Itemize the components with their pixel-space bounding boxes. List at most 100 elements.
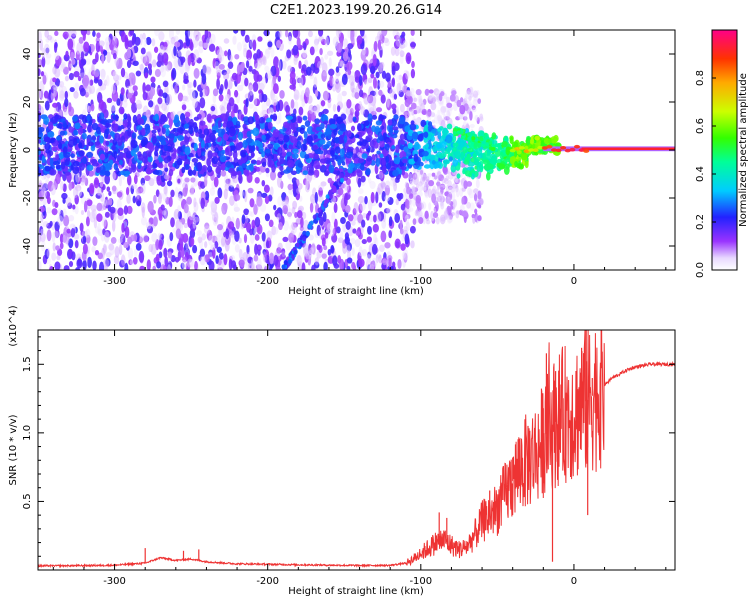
heatmap-cell [206, 113, 212, 123]
heatmap-cell [163, 247, 168, 258]
heatmap-cell [221, 100, 227, 107]
heatmap-cell [150, 76, 156, 83]
heatmap-cell [379, 244, 385, 252]
heatmap-cell [155, 238, 160, 251]
heatmap-cell [337, 237, 344, 244]
heatmap-cell [273, 56, 279, 68]
heatmap-cell [273, 83, 279, 95]
heatmap-cell [124, 170, 131, 176]
heatmap-cell [438, 92, 443, 102]
heatmap-cell [328, 68, 335, 76]
heatmap-cell [424, 210, 429, 219]
heatmap-cell [257, 142, 264, 149]
heatmap-cell [184, 111, 191, 118]
heatmap-cell [100, 120, 108, 125]
heatmap-cell [361, 153, 368, 159]
heatmap-cell [244, 34, 250, 43]
heatmap-cell [59, 130, 66, 136]
heatmap-cell [321, 38, 327, 46]
heatmap-cell [215, 167, 222, 175]
heatmap-cell [59, 84, 63, 95]
heatmap-cell [349, 107, 354, 116]
heatmap-cell [379, 62, 384, 73]
heatmap-cell [42, 194, 47, 207]
heatmap-cell [184, 95, 190, 103]
heatmap-cell [103, 245, 107, 254]
heatmap-cell [39, 199, 44, 206]
heatmap-cell [417, 133, 424, 142]
heatmap-cell [41, 84, 45, 92]
heatmap-cell [263, 264, 268, 270]
heatmap-cell [411, 131, 419, 140]
heatmap-cell [95, 167, 101, 174]
heatmap-cell [334, 146, 341, 154]
heatmap-cell [402, 192, 407, 202]
heatmap-cell [340, 113, 347, 121]
heatmap-cell [88, 85, 96, 95]
heatmap-cell [132, 114, 138, 124]
heatmap-cell [287, 35, 293, 45]
heatmap-cell [332, 83, 337, 92]
heatmap-cell [446, 123, 453, 130]
heatmap-cell [120, 31, 127, 43]
heatmap-cell [316, 61, 323, 69]
heatmap-cell [428, 89, 434, 94]
heatmap-cell [91, 208, 97, 220]
heatmap-cell [464, 170, 471, 177]
heatmap-cell [403, 225, 408, 232]
heatmap-cell [254, 243, 258, 256]
heatmap-cell [68, 214, 75, 222]
heatmap-cell [203, 128, 210, 136]
heatmap-cell [38, 68, 41, 77]
heatmap-cell [440, 140, 447, 148]
heatmap-cell [174, 186, 179, 198]
heatmap-cell [348, 113, 354, 123]
heatmap-cell [49, 157, 54, 167]
heatmap-cell [244, 215, 249, 224]
heatmap-cell [254, 216, 261, 228]
y-tick-label: 0 [22, 147, 33, 153]
heatmap-cell [278, 112, 282, 124]
heatmap-cell [120, 67, 126, 78]
heatmap-cell [68, 181, 73, 191]
heatmap-cell [152, 125, 160, 131]
heatmap-cell [153, 175, 157, 181]
heatmap-cell [288, 144, 293, 150]
heatmap-cell [79, 191, 84, 199]
heatmap-cell [86, 210, 91, 218]
heatmap-cell [313, 134, 318, 139]
heatmap-cell [38, 114, 41, 122]
heatmap-cell [52, 66, 57, 75]
heatmap-cell [145, 150, 153, 155]
heatmap-cell [456, 173, 461, 179]
heatmap-cell [201, 72, 207, 85]
heatmap-cell [436, 183, 442, 190]
heatmap-cell [87, 256, 92, 269]
heatmap-cell [228, 127, 236, 137]
heatmap-cell [371, 243, 378, 255]
heatmap-cell [218, 63, 225, 70]
heatmap-cell [351, 247, 355, 256]
heatmap-cell [345, 152, 353, 159]
heatmap-cell [310, 243, 316, 255]
heatmap-cell [71, 33, 77, 39]
heatmap-cell [318, 30, 324, 37]
heatmap-cell [38, 127, 43, 136]
heatmap-cell [394, 238, 401, 249]
heatmap-cell [311, 242, 316, 252]
heatmap-cell [190, 184, 195, 196]
heatmap-cell [276, 175, 283, 188]
heatmap-cell [61, 192, 68, 200]
heatmap-cell [328, 57, 332, 67]
heatmap-cell [79, 162, 85, 171]
heatmap-cell [370, 191, 375, 204]
heatmap-cell [265, 167, 270, 174]
heatmap-cell [38, 190, 45, 202]
heatmap-cell [131, 132, 137, 139]
heatmap-cell [84, 177, 89, 187]
heatmap-cell [304, 252, 309, 263]
heatmap-cell [116, 198, 122, 211]
heatmap-cell [314, 89, 319, 97]
heatmap-cell [367, 199, 373, 211]
heatmap-cell [453, 131, 457, 136]
